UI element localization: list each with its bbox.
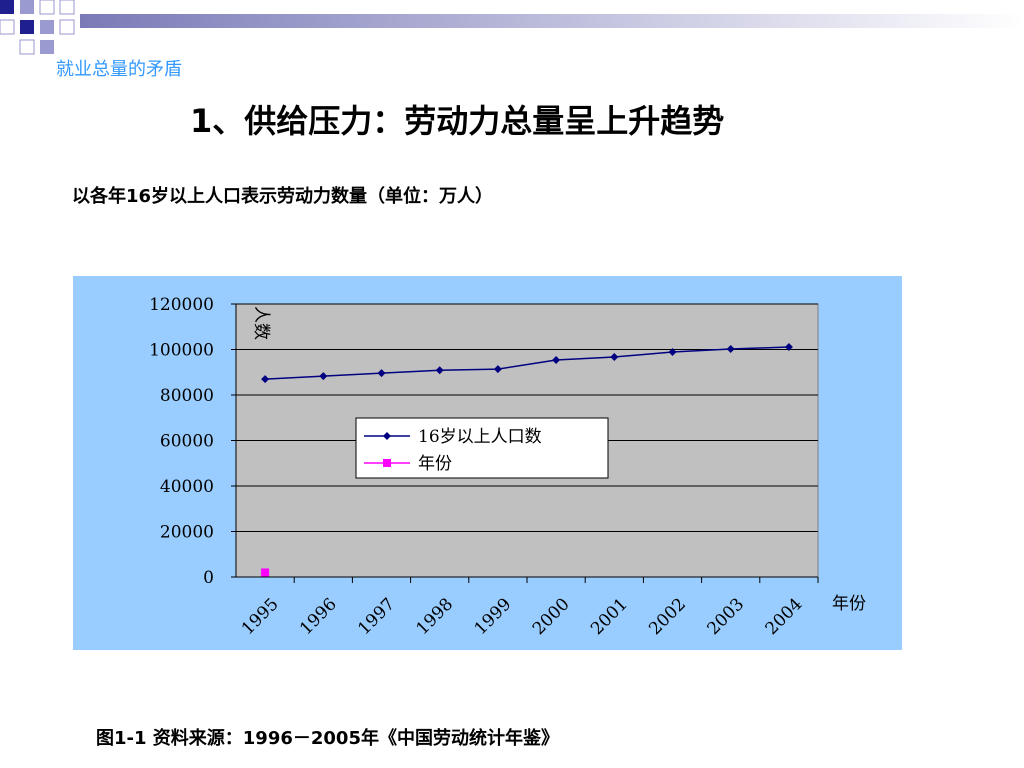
data-point <box>261 568 270 577</box>
x-axis-label: 年份 <box>832 594 866 614</box>
y-axis-label: 人数 <box>251 306 271 340</box>
data-point <box>377 369 386 378</box>
y-tick-label: 40000 <box>160 477 214 497</box>
y-tick-label: 0 <box>203 568 214 588</box>
y-tick-label: 100000 <box>149 341 214 361</box>
decoration <box>0 0 1024 55</box>
legend-label: 年份 <box>418 454 452 474</box>
data-point <box>668 348 677 357</box>
y-tick-label: 20000 <box>160 523 214 543</box>
data-point <box>319 372 328 381</box>
legend-label: 16岁以上人口数 <box>418 427 542 447</box>
y-tick-label: 120000 <box>149 295 214 315</box>
legend-box <box>355 417 609 479</box>
data-point <box>610 353 619 362</box>
data-point <box>435 366 444 375</box>
caption: 图1-1 资料来源：1996－2005年《中国劳动统计年鉴》 <box>96 728 559 749</box>
y-tick-label: 80000 <box>160 386 214 406</box>
section-label: 就业总量的矛盾 <box>56 59 182 80</box>
series-line <box>265 346 789 380</box>
legend-marker <box>383 459 391 467</box>
slide-title: 1、供给压力：劳动力总量呈上升趋势 <box>190 102 725 140</box>
data-point <box>784 342 793 351</box>
data-point <box>261 375 270 384</box>
legend-marker <box>383 432 391 440</box>
y-tick-label: 60000 <box>160 432 214 452</box>
data-point <box>552 355 561 364</box>
subtitle: 以各年16岁以上人口表示劳动力数量（单位：万人） <box>72 186 494 207</box>
data-point <box>726 345 735 354</box>
data-point <box>493 365 502 374</box>
